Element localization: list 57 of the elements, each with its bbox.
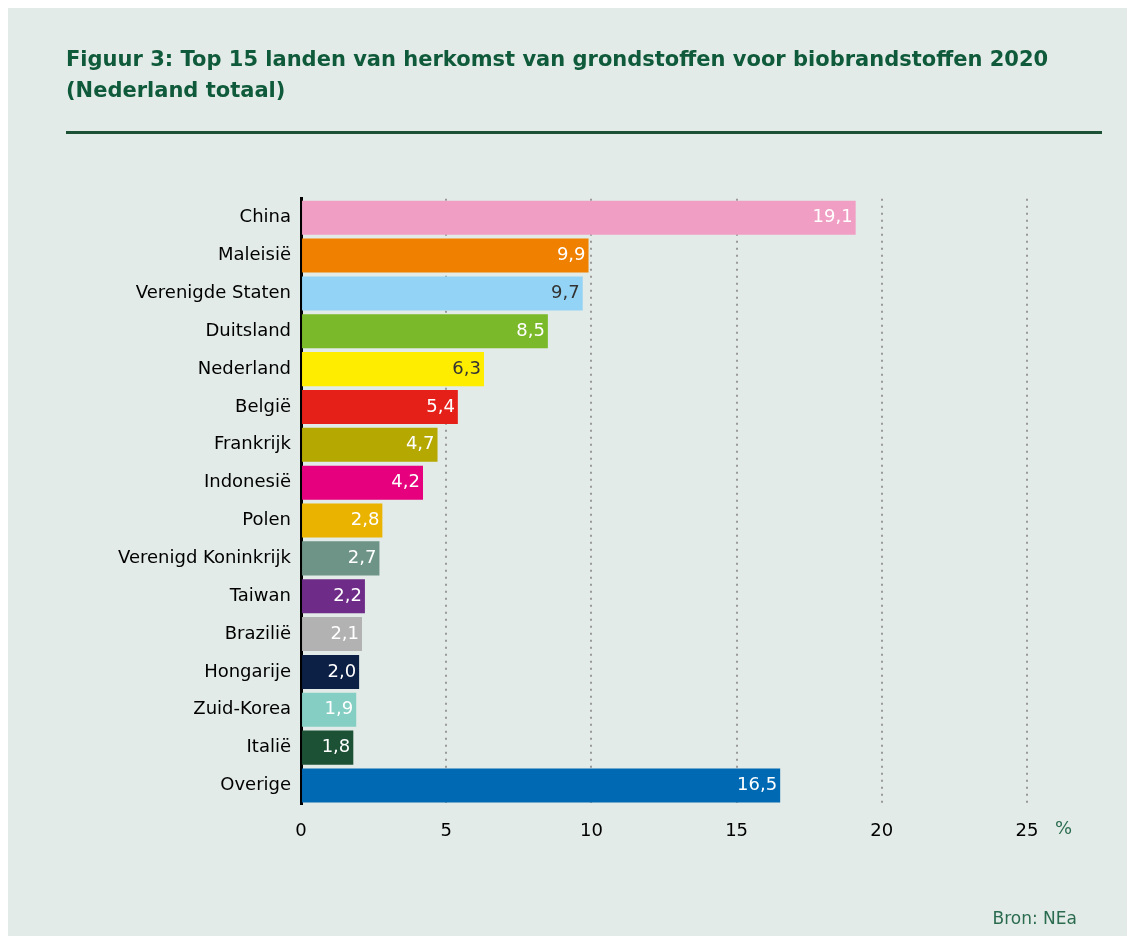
data-label: 5,4 (426, 394, 455, 416)
data-label: 2,8 (350, 508, 380, 530)
y-tick-label: Maleisië (217, 243, 292, 265)
y-tick-label: Overige (220, 773, 292, 795)
data-label: 2,1 (330, 621, 360, 643)
bar (302, 314, 548, 349)
x-axis-title: % (1055, 817, 1073, 839)
data-label: 2,2 (333, 583, 362, 605)
y-tick-label: Brazilië (224, 621, 292, 643)
data-label: 1,8 (321, 735, 351, 757)
bar (302, 276, 583, 311)
bar (302, 503, 383, 538)
x-tick-label: 10 (579, 818, 603, 840)
bar (302, 389, 458, 425)
data-label: 9,9 (556, 243, 586, 265)
bar (302, 352, 484, 387)
x-tick-label: 0 (295, 818, 307, 840)
data-label: 4,2 (391, 470, 420, 492)
data-label: 1,9 (324, 697, 354, 719)
bar (302, 768, 781, 803)
x-tick-label: 15 (725, 818, 749, 840)
y-tick-label: België (235, 394, 292, 416)
y-tick-label: Zuid-Korea (193, 697, 292, 719)
y-tick-label: China (239, 205, 292, 227)
y-tick-label: Taiwan (228, 583, 292, 605)
x-tick-label: 5 (440, 818, 452, 840)
y-tick-label: Frankrijk (213, 432, 292, 454)
text: Bron: NEa (992, 908, 1077, 928)
bar (302, 238, 589, 273)
x-tick-label: 25 (1015, 818, 1039, 840)
y-tick-label: Italië (246, 735, 292, 757)
y-tick-label: Duitsland (205, 318, 292, 340)
chart-title: Figuur 3: Top 15 landen van herkomst van grondstoffen voor biobrandstoffen 2020 (Nederland totaal) (66, 46, 1050, 104)
bar (302, 654, 360, 689)
bar (302, 541, 380, 576)
y-tick-label: Verenigde Staten (135, 281, 292, 303)
data-label: 16,5 (737, 773, 778, 795)
data-label: 2,7 (347, 546, 377, 568)
bar (302, 200, 856, 235)
y-tick-label: Verenigd Koninkrijk (117, 546, 292, 568)
bar (302, 730, 354, 765)
y-tick-label: Indonesië (203, 470, 292, 492)
y-tick-label: Nederland (197, 356, 292, 378)
data-label: 2,0 (327, 659, 357, 681)
bar (302, 579, 365, 614)
bar (302, 692, 357, 727)
data-label: 9,7 (551, 281, 580, 303)
data-label: 4,7 (405, 432, 435, 454)
y-tick-label: Polen (242, 508, 292, 530)
bar (302, 617, 363, 652)
y-tick-label: Hongarije (204, 659, 292, 681)
data-label: 6,3 (452, 356, 481, 378)
bar (302, 427, 438, 462)
bar (302, 465, 423, 500)
data-label: 8,5 (516, 318, 545, 340)
data-label: 19,1 (812, 205, 853, 227)
x-tick-label: 20 (870, 818, 894, 840)
